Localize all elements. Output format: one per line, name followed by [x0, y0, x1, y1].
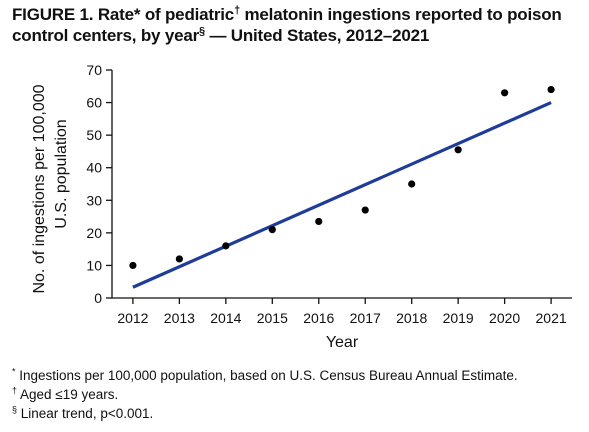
- y-tick-label: 40: [86, 160, 102, 176]
- data-point: [361, 206, 369, 214]
- y-tick-label: 50: [86, 127, 102, 143]
- title-text-part2: melatonin ingestions reported to poison …: [12, 5, 562, 45]
- trend-line: [132, 101, 552, 289]
- title-footnote-mark-dagger: †: [234, 4, 240, 17]
- data-point: [501, 89, 509, 97]
- footnote-text: Linear trend, p<0.001.: [17, 406, 154, 421]
- data-point: [268, 226, 276, 234]
- scatter-chart: 0 10 20 30 40 50 60 70 2012 2013 2014 2015 2016 2017 2…: [31, 62, 572, 351]
- x-tick-label: 2018: [396, 310, 427, 326]
- data-point: [547, 85, 555, 94]
- chart-axes: [111, 70, 572, 299]
- data-point: [129, 261, 137, 270]
- x-tick-label: 2016: [303, 310, 334, 326]
- x-tick-label: 2015: [257, 310, 288, 326]
- chart-ticks: 0 10 20 30 40 50 60 70 2012 2013 2014 2015 2016 2017 2…: [86, 62, 566, 326]
- title-footnote-mark-section: §: [199, 25, 205, 38]
- y-tick-label: 60: [86, 95, 102, 111]
- data-point: [222, 242, 230, 250]
- y-axis-title-line2: U.S. population: [53, 119, 70, 228]
- figure-title: FIGURE 1. Rate* of pediatric† melatonin …: [12, 4, 582, 46]
- footnote-asterisk: * Ingestions per 100,000 population, bas…: [12, 366, 587, 385]
- data-point: [175, 255, 183, 263]
- footnote-mark: *: [12, 366, 16, 377]
- trend-line-group: [132, 101, 552, 289]
- y-tick-label: 30: [86, 192, 102, 208]
- title-text-part3: — United States, 2012–2021: [204, 26, 430, 45]
- footnote-mark: †: [12, 385, 18, 396]
- data-points: [129, 85, 555, 270]
- footnote-section: § Linear trend, p<0.001.: [12, 404, 587, 423]
- x-tick-label: 2017: [350, 310, 381, 326]
- data-point: [315, 217, 323, 226]
- footnote-mark: §: [12, 404, 18, 415]
- y-tick-label: 20: [86, 225, 102, 241]
- footnote-text: Ingestions per 100,000 population, based…: [15, 368, 518, 383]
- y-tick-label: 10: [86, 257, 102, 273]
- x-tick-label: 2013: [164, 310, 195, 326]
- x-tick-label: 2021: [536, 310, 567, 326]
- x-tick-label: 2019: [443, 310, 474, 326]
- data-point: [408, 180, 416, 188]
- footnotes: * Ingestions per 100,000 population, bas…: [12, 366, 587, 423]
- y-axis-title-line1: No. of ingestions per 100,000: [31, 84, 48, 293]
- x-tick-label: 2012: [117, 310, 148, 326]
- y-tick-label: 70: [86, 62, 102, 78]
- x-tick-label: 2020: [489, 310, 520, 326]
- title-text-part1: FIGURE 1. Rate* of pediatric: [12, 5, 235, 24]
- footnote-text: Aged ≤19 years.: [17, 387, 119, 402]
- data-point: [454, 146, 462, 154]
- y-tick-label: 0: [94, 290, 102, 306]
- footnote-dagger: † Aged ≤19 years.: [12, 385, 587, 404]
- x-axis-title: Year: [326, 334, 359, 351]
- x-tick-label: 2014: [210, 310, 241, 326]
